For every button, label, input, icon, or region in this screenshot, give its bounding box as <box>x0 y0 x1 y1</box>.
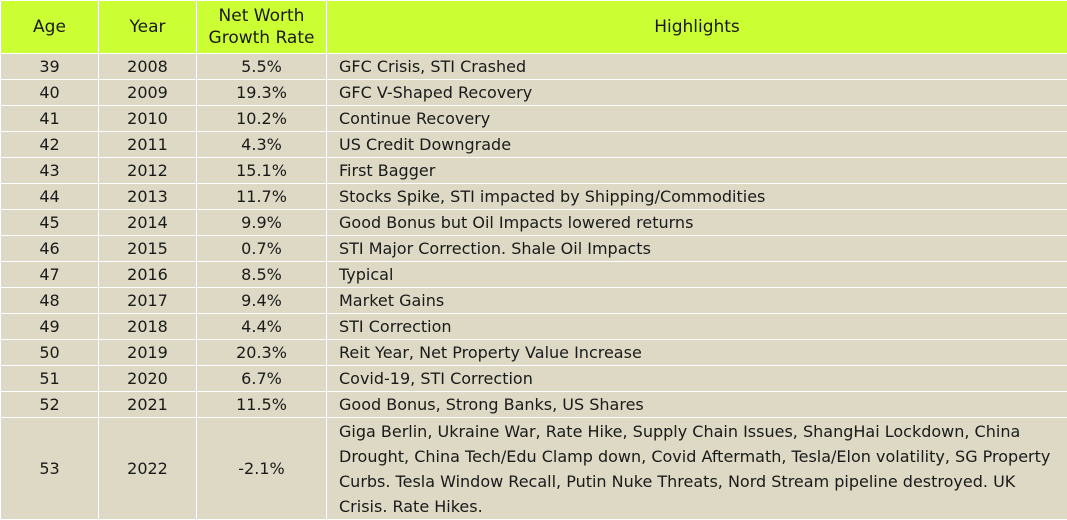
growth-rate-cell: 11.5% <box>196 391 327 418</box>
table-row: 45 2014 9.9% Good Bonus but Oil Impacts low… <box>0 209 1067 236</box>
age-cell: 51 <box>0 365 99 392</box>
highlight-cell: Market Gains <box>326 287 1067 314</box>
header-row: Age Year Net Worth Growth Rate Highlight… <box>0 0 1067 54</box>
year-cell: 2019 <box>98 339 197 366</box>
age-cell: 45 <box>0 209 99 236</box>
highlight-cell: US Credit Downgrade <box>326 131 1067 158</box>
year-cell: 2020 <box>98 365 197 392</box>
year-cell: 2011 <box>98 131 197 158</box>
table-row: 53 2022 -2.1% Giga Berlin, Ukraine War, Rat… <box>0 417 1067 520</box>
highlight-cell: Good Bonus, Strong Banks, US Shares <box>326 391 1067 418</box>
growth-rate-cell: 9.4% <box>196 287 327 314</box>
highlight-cell: First Bagger <box>326 157 1067 184</box>
age-cell: 43 <box>0 157 99 184</box>
growth-rate-cell: 4.3% <box>196 131 327 158</box>
age-cell: 46 <box>0 235 99 262</box>
table-row: 42 2011 4.3% US Credit Downgrade <box>0 131 1067 158</box>
highlight-cell: STI Correction <box>326 313 1067 340</box>
table-row: 48 2017 9.4% Market Gains <box>0 287 1067 314</box>
year-cell: 2018 <box>98 313 197 340</box>
age-cell: 47 <box>0 261 99 288</box>
age-cell: 40 <box>0 79 99 106</box>
highlight-cell: Covid-19, STI Correction <box>326 365 1067 392</box>
table-row: 50 2019 20.3% Reit Year, Net Property Value… <box>0 339 1067 366</box>
growth-rate-cell: -2.1% <box>196 417 327 520</box>
table-row: 51 2020 6.7% Covid-19, STI Correction <box>0 365 1067 392</box>
year-cell: 2022 <box>98 417 197 520</box>
growth-rate-cell: 15.1% <box>196 157 327 184</box>
header-growth-rate: Net Worth Growth Rate <box>196 0 327 54</box>
age-cell: 48 <box>0 287 99 314</box>
age-cell: 50 <box>0 339 99 366</box>
year-cell: 2012 <box>98 157 197 184</box>
table-body: 39 2008 5.5% GFC Crisis, STI Crashed 40 2009 1… <box>0 53 1067 520</box>
table-row: 47 2016 8.5% Typical <box>0 261 1067 288</box>
table-row: 49 2018 4.4% STI Correction <box>0 313 1067 340</box>
year-cell: 2017 <box>98 287 197 314</box>
table-row: 39 2008 5.5% GFC Crisis, STI Crashed <box>0 53 1067 80</box>
growth-rate-cell: 4.4% <box>196 313 327 340</box>
growth-rate-cell: 6.7% <box>196 365 327 392</box>
year-cell: 2013 <box>98 183 197 210</box>
year-cell: 2015 <box>98 235 197 262</box>
year-cell: 2016 <box>98 261 197 288</box>
header-age: Age <box>0 0 99 54</box>
growth-rate-cell: 8.5% <box>196 261 327 288</box>
year-cell: 2009 <box>98 79 197 106</box>
highlight-cell: Stocks Spike, STI impacted by Shipping/C… <box>326 183 1067 210</box>
age-cell: 52 <box>0 391 99 418</box>
highlight-cell: Giga Berlin, Ukraine War, Rate Hike, Sup… <box>326 417 1067 520</box>
growth-rate-cell: 10.2% <box>196 105 327 132</box>
growth-rate-cell: 5.5% <box>196 53 327 80</box>
highlight-cell: Typical <box>326 261 1067 288</box>
table-row: 52 2021 11.5% Good Bonus, Strong Banks, US … <box>0 391 1067 418</box>
highlight-cell: Reit Year, Net Property Value Increase <box>326 339 1067 366</box>
highlight-cell: STI Major Correction. Shale Oil Impacts <box>326 235 1067 262</box>
highlight-cell: Continue Recovery <box>326 105 1067 132</box>
year-cell: 2021 <box>98 391 197 418</box>
age-cell: 44 <box>0 183 99 210</box>
header-growth-rate-line2: Growth Rate <box>208 28 315 48</box>
growth-rate-cell: 9.9% <box>196 209 327 236</box>
growth-rate-cell: 0.7% <box>196 235 327 262</box>
year-cell: 2008 <box>98 53 197 80</box>
header-highlights: Highlights <box>326 0 1067 54</box>
table-row: 40 2009 19.3% GFC V-Shaped Recovery <box>0 79 1067 106</box>
age-cell: 41 <box>0 105 99 132</box>
year-cell: 2014 <box>98 209 197 236</box>
age-cell: 53 <box>0 417 99 520</box>
table-row: 44 2013 11.7% Stocks Spike, STI impacted by… <box>0 183 1067 210</box>
highlight-cell: GFC V-Shaped Recovery <box>326 79 1067 106</box>
age-cell: 49 <box>0 313 99 340</box>
growth-rate-cell: 19.3% <box>196 79 327 106</box>
age-cell: 39 <box>0 53 99 80</box>
table-row: 43 2012 15.1% First Bagger <box>0 157 1067 184</box>
highlight-cell: Good Bonus but Oil Impacts lowered retur… <box>326 209 1067 236</box>
growth-rate-cell: 11.7% <box>196 183 327 210</box>
table-row: 41 2010 10.2% Continue Recovery <box>0 105 1067 132</box>
growth-rate-cell: 20.3% <box>196 339 327 366</box>
header-year: Year <box>98 0 197 54</box>
table-row: 46 2015 0.7% STI Major Correction. Shale Oi… <box>0 235 1067 262</box>
highlight-cell: GFC Crisis, STI Crashed <box>326 53 1067 80</box>
year-cell: 2010 <box>98 105 197 132</box>
header-growth-rate-line1: Net Worth <box>218 6 305 26</box>
age-cell: 42 <box>0 131 99 158</box>
